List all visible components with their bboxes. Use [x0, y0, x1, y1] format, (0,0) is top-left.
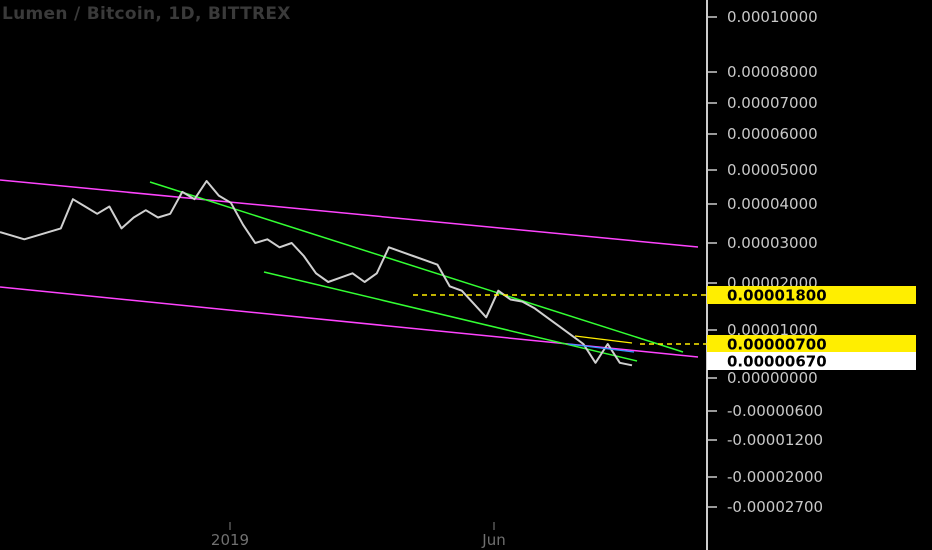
- price-tag-label: 0.00001800: [727, 287, 827, 305]
- y-tick-label: 0.00010000: [727, 8, 818, 26]
- channel-upper-line: [0, 179, 699, 248]
- mini-wedge-lower: [567, 343, 635, 353]
- price-tag-bg: [707, 352, 916, 370]
- y-tick-label: 0.00004000: [727, 195, 818, 213]
- price-tag-label: 0.00000700: [727, 336, 827, 354]
- y-tick-label: -0.00001200: [727, 431, 823, 449]
- y-tick-label: -0.00000600: [727, 402, 823, 420]
- y-tick-label: -0.00002000: [727, 468, 823, 486]
- y-tick-label: 0.00005000: [727, 161, 818, 179]
- y-tick-label: 0.00001000: [727, 321, 818, 339]
- wedge-lower-line: [263, 271, 638, 362]
- y-tick-label: 0.00000000: [727, 369, 818, 387]
- wedge-upper-line: [149, 181, 684, 353]
- price-tag-label: 0.00000670: [727, 353, 827, 371]
- x-tick-label: 2019: [211, 531, 249, 549]
- y-tick-label: -0.00002700: [727, 498, 823, 516]
- mini-wedge-upper: [574, 335, 633, 344]
- price-tag-bg: [707, 335, 916, 353]
- price-tag-bg: [707, 286, 916, 304]
- y-tick-label: 0.00007000: [727, 94, 818, 112]
- y-tick-label: 0.00008000: [727, 63, 818, 81]
- y-tick-label: 0.00003000: [727, 234, 818, 252]
- chart-title: Lumen / Bitcoin, 1D, BITTREX: [2, 4, 291, 24]
- x-tick-label: Jun: [481, 531, 505, 549]
- y-tick-label: 0.00006000: [727, 125, 818, 143]
- price-series-line: [0, 180, 633, 367]
